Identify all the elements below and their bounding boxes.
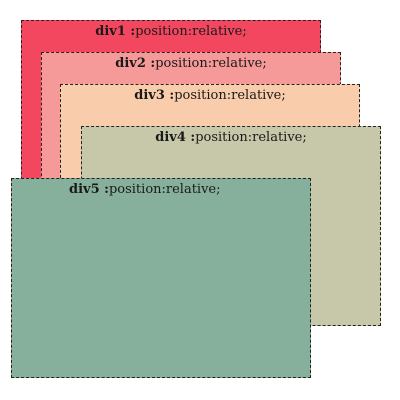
div3-name: div3 : bbox=[134, 88, 175, 103]
div3-text: position:relative; bbox=[174, 88, 286, 103]
div2-name: div2 : bbox=[115, 56, 156, 71]
div2-text: position:relative; bbox=[155, 56, 267, 71]
div5-name: div5 : bbox=[69, 182, 109, 197]
div1-name: div1 : bbox=[95, 24, 136, 39]
div5-box: div5 :position:relative; bbox=[11, 178, 311, 378]
div5-text: position:relative; bbox=[108, 182, 221, 197]
div4-name: div4 : bbox=[155, 130, 196, 145]
div1-text: position:relative; bbox=[135, 24, 247, 39]
div4-text: position:relative; bbox=[195, 130, 307, 145]
